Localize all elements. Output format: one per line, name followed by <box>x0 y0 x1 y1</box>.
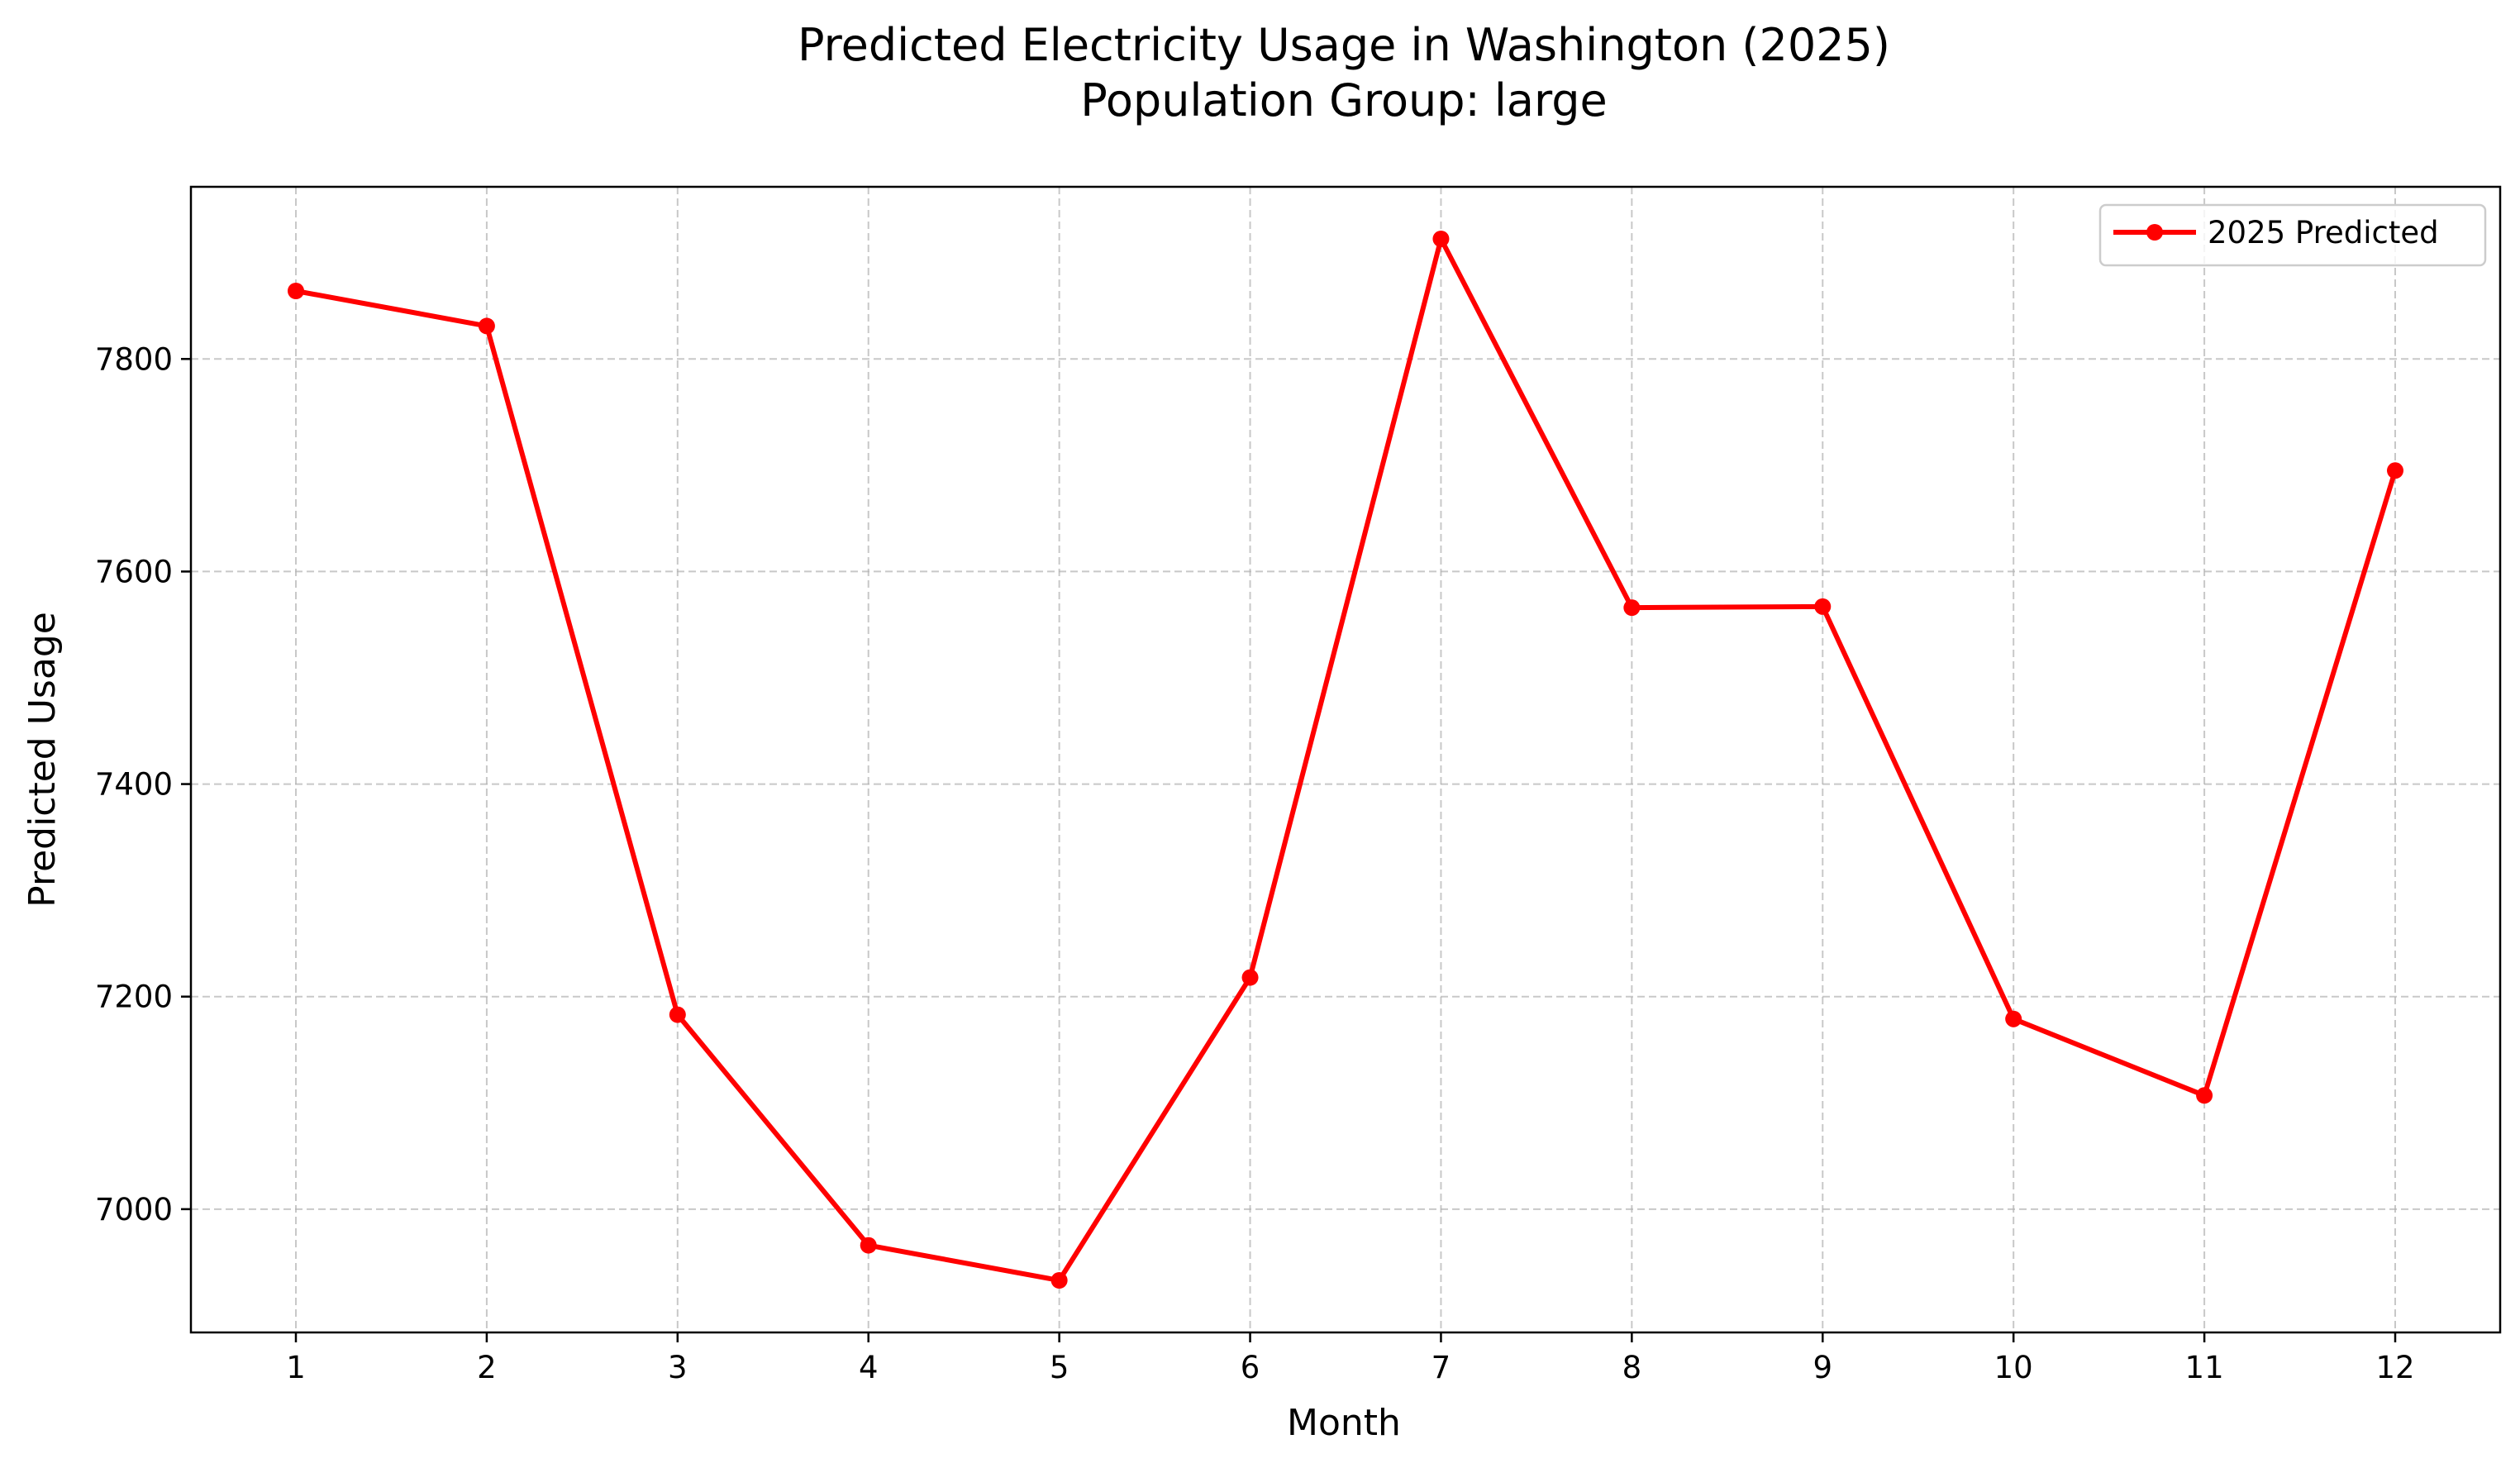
x-tick-label: 10 <box>1994 1350 2033 1385</box>
data-point <box>2196 1087 2213 1104</box>
legend-marker-sample <box>2146 224 2163 241</box>
series-line-2025-predicted <box>293 236 2398 1283</box>
data-point <box>1432 231 1450 247</box>
grid-lines <box>191 187 2500 1332</box>
data-point <box>1241 969 1259 986</box>
data-point <box>1050 1272 1068 1289</box>
y-tick-label: 7400 <box>95 767 173 803</box>
data-point <box>288 283 304 299</box>
legend: 2025 Predicted <box>2098 203 2487 267</box>
y-tick-label: 7000 <box>95 1192 173 1227</box>
data-point <box>669 1006 686 1023</box>
x-tick-label: 9 <box>1813 1350 1832 1385</box>
x-tick-label: 12 <box>2375 1350 2414 1385</box>
data-point <box>2387 462 2403 479</box>
x-tick-label: 6 <box>1241 1350 1260 1385</box>
data-point <box>1814 598 1832 615</box>
y-tick-label: 7800 <box>95 341 173 377</box>
x-tick-label: 8 <box>1622 1350 1642 1385</box>
x-tick-label: 3 <box>668 1350 688 1385</box>
x-axis-label: Month <box>1287 1402 1401 1444</box>
data-point <box>1623 599 1641 617</box>
x-tick-label: 5 <box>1050 1350 1069 1385</box>
data-point <box>860 1237 877 1254</box>
y-tick-label: 7600 <box>95 554 173 589</box>
legend-label: 2025 Predicted <box>2208 215 2439 250</box>
y-tick-label: 7200 <box>95 979 173 1015</box>
data-point <box>2005 1010 2022 1027</box>
x-tick-label: 7 <box>1431 1350 1451 1385</box>
x-tick-label: 11 <box>2185 1350 2224 1385</box>
legend-box <box>2098 203 2487 267</box>
x-tick-label: 1 <box>286 1350 306 1385</box>
plot-area-frame <box>189 185 2502 1334</box>
y-axis-label: Predicted Usage <box>21 612 64 908</box>
data-points <box>288 231 2403 1289</box>
x-tick-label: 2 <box>477 1350 497 1385</box>
x-tick-label: 4 <box>859 1350 879 1385</box>
data-point <box>478 317 495 335</box>
chart-subtitle: Population Group: large <box>1080 74 1607 126</box>
chart-title: Predicted Electricity Usage in Washingto… <box>798 19 1890 71</box>
